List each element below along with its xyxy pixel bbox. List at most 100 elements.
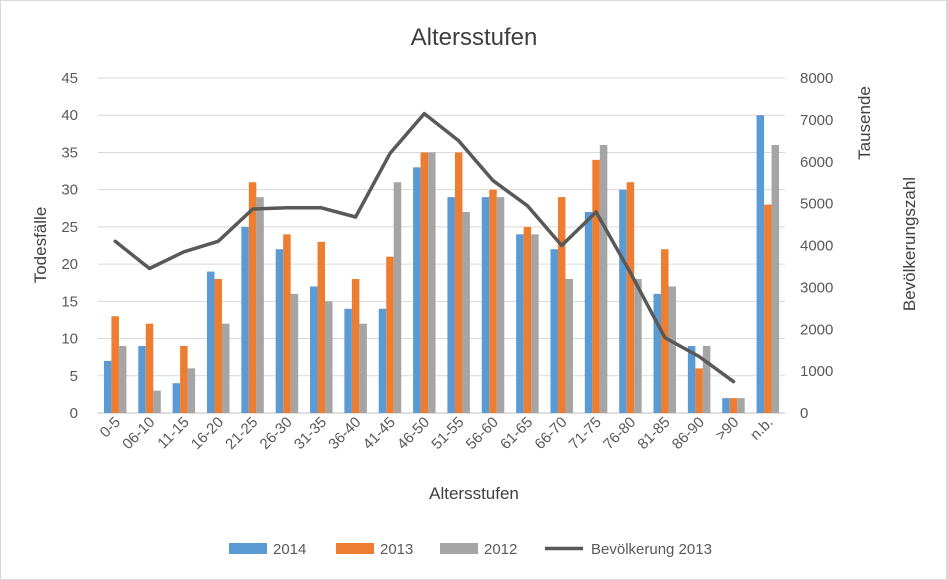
x-tick-label: 71-75 xyxy=(566,414,605,453)
bar-2012 xyxy=(565,279,573,413)
x-tick-label: 06-10 xyxy=(119,414,158,453)
bar-2013 xyxy=(145,323,154,413)
bar-2014 xyxy=(378,308,387,413)
bar-2013 xyxy=(523,226,532,413)
bar-2014 xyxy=(653,293,662,413)
legend-swatch xyxy=(336,543,374,554)
bar-2014 xyxy=(103,360,112,413)
y-tick-label: 0 xyxy=(70,405,78,422)
bars xyxy=(103,115,780,413)
bar-2013 xyxy=(729,398,738,413)
y2-tick-label: 6000 xyxy=(800,154,833,171)
y-tick-label: 25 xyxy=(61,219,78,236)
bar-2013 xyxy=(764,204,772,413)
bar-2012 xyxy=(118,346,127,413)
x-tick-label: 86-90 xyxy=(669,414,708,453)
bar-2012 xyxy=(359,323,367,413)
x-tick-label: 21-25 xyxy=(222,414,261,453)
bar-2013 xyxy=(454,152,463,413)
x-tick-label: 0-5 xyxy=(97,414,124,441)
bar-2012 xyxy=(256,197,264,413)
bar-2014 xyxy=(756,115,765,413)
bar-2014 xyxy=(310,286,318,413)
bar-2012 xyxy=(187,368,196,413)
bar-2013 xyxy=(386,256,394,413)
population-line xyxy=(113,111,736,384)
bar-2012 xyxy=(771,145,780,413)
bar-2014 xyxy=(584,212,593,413)
x-tick-label: 66-70 xyxy=(531,414,570,453)
bar-2012 xyxy=(290,293,299,413)
x-tick-label: 76-80 xyxy=(600,414,639,453)
bar-2014 xyxy=(687,346,696,413)
x-tick-label: 26-30 xyxy=(257,414,296,453)
bar-2014 xyxy=(138,346,146,413)
series-line xyxy=(113,111,736,384)
bar-2013 xyxy=(214,279,222,413)
y-tick-label: 5 xyxy=(70,368,78,385)
bar-2013 xyxy=(420,152,429,413)
bar-2012 xyxy=(702,346,711,413)
y2-tick-label: 8000 xyxy=(800,70,833,87)
bar-2014 xyxy=(241,226,249,413)
bar-2012 xyxy=(325,301,333,413)
bar-2014 xyxy=(481,197,490,413)
y2-tick-label: 0 xyxy=(800,405,808,422)
bar-2013 xyxy=(592,159,600,413)
x-tick-label: 36-40 xyxy=(325,414,364,453)
bar-2013 xyxy=(489,189,497,413)
bar-2013 xyxy=(557,197,566,413)
x-tick-label: 81-85 xyxy=(634,414,673,453)
y2-tick-label: 2000 xyxy=(800,321,833,338)
legend-label: Bevölkerung 2013 xyxy=(591,541,712,558)
bar-2013 xyxy=(283,234,291,413)
bar-2012 xyxy=(462,212,470,413)
legend-label: 2014 xyxy=(273,541,306,558)
legend-swatch xyxy=(440,543,478,554)
y-tick-label: 15 xyxy=(61,293,78,310)
bar-2012 xyxy=(496,197,505,413)
bar-2014 xyxy=(172,383,181,413)
y-tick-label: 40 xyxy=(61,107,78,124)
x-tick-label: 41-45 xyxy=(360,414,399,453)
bar-2012 xyxy=(737,398,745,413)
bar-2013 xyxy=(111,316,119,413)
bar-2013 xyxy=(695,368,703,413)
bar-2012 xyxy=(668,286,677,413)
bar-2014 xyxy=(275,249,284,413)
bar-2014 xyxy=(447,197,455,413)
y2-axis-title: Bevölkerungszahl xyxy=(900,177,919,311)
bar-2014 xyxy=(344,308,352,413)
bar-2012 xyxy=(221,323,230,413)
bar-2014 xyxy=(722,398,730,413)
bar-2014 xyxy=(619,189,627,413)
bar-2012 xyxy=(393,182,402,413)
y-tick-label: 20 xyxy=(61,256,78,273)
y2-tick-label: 1000 xyxy=(800,363,833,380)
legend-swatch xyxy=(229,543,267,554)
bar-2012 xyxy=(153,390,161,413)
x-tick-label: 11-15 xyxy=(154,414,192,452)
y2-tick-label: 3000 xyxy=(800,279,833,296)
x-tick-label: 46-50 xyxy=(394,414,433,453)
x-tick-label: 16-20 xyxy=(188,414,227,453)
bar-2013 xyxy=(248,182,257,413)
y2-tick-label: 7000 xyxy=(800,112,833,129)
bar-2013 xyxy=(626,182,635,413)
x-tick-label: 31-35 xyxy=(291,414,330,453)
x-tick-label: >90 xyxy=(712,414,742,444)
y-axis-title: Todesfälle xyxy=(31,207,50,284)
bar-2012 xyxy=(634,279,642,413)
bar-2014 xyxy=(413,167,421,413)
bar-2012 xyxy=(428,152,436,413)
y2-axis-unit: Tausende xyxy=(855,86,874,160)
y-tick-label: 45 xyxy=(61,70,78,87)
x-tick-label: 56-60 xyxy=(463,414,502,453)
legend-label: 2013 xyxy=(380,541,413,558)
y-tick-label: 35 xyxy=(61,144,78,161)
x-tick-label: 51-55 xyxy=(428,414,467,453)
bar-2014 xyxy=(516,234,524,413)
y2-tick-label: 5000 xyxy=(800,196,833,213)
